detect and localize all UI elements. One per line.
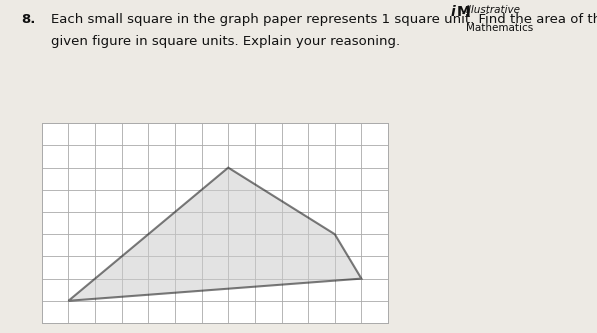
Text: M: M bbox=[457, 5, 470, 19]
Text: i: i bbox=[451, 5, 456, 19]
Text: Each small square in the graph paper represents 1 square unit. Find the area of : Each small square in the graph paper rep… bbox=[51, 13, 597, 26]
Polygon shape bbox=[69, 167, 361, 301]
Bar bbox=[42, 123, 388, 323]
Text: 8.: 8. bbox=[21, 13, 35, 26]
Text: Mathematics: Mathematics bbox=[466, 23, 533, 33]
Text: Illustrative: Illustrative bbox=[466, 5, 521, 15]
Text: given figure in square units. Explain your reasoning.: given figure in square units. Explain yo… bbox=[51, 35, 400, 48]
